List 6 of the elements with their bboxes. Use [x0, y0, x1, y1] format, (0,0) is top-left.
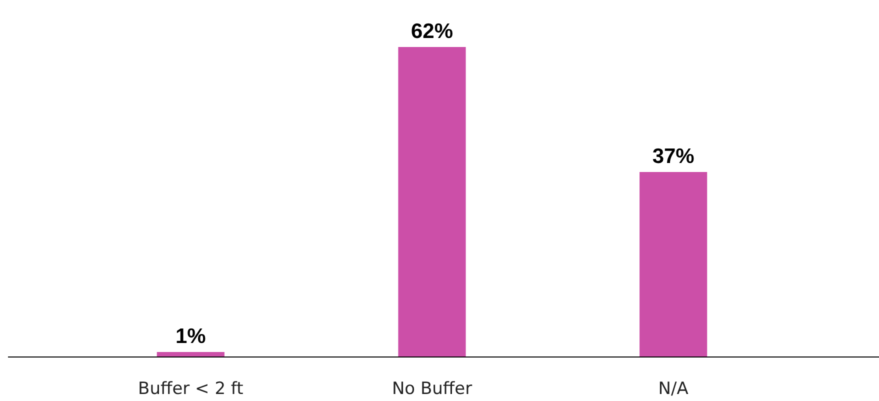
x-tick-label: No Buffer — [392, 379, 472, 399]
data-label: 62% — [410, 20, 454, 43]
data-label: 37% — [652, 145, 695, 168]
x-tick-label: Buffer < 2 ft — [138, 379, 244, 399]
data-label: 1% — [175, 325, 206, 348]
x-tick-label: N/A — [658, 379, 689, 399]
